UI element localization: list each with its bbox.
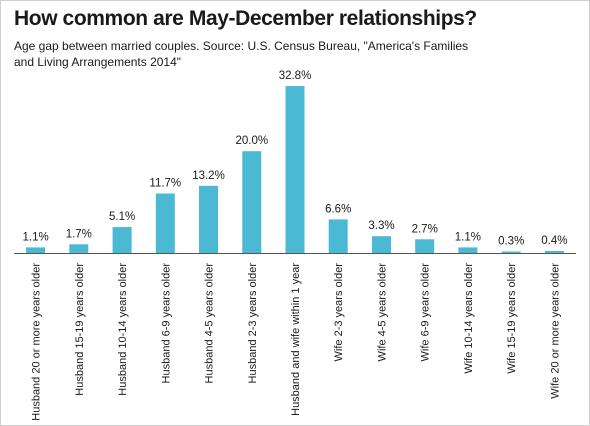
bar — [26, 247, 46, 253]
x-tick-label: Husband 15-19 years older — [74, 263, 86, 396]
data-label: 0.3% — [498, 236, 524, 248]
bar — [285, 86, 305, 253]
data-label: 11.7% — [149, 178, 181, 190]
bar — [544, 251, 564, 253]
x-tick-label: Husband 10-14 years older — [117, 263, 129, 396]
x-tick-label: Husband 20 or more years older — [31, 263, 43, 421]
chart-subtitle: Age gap between married couples. Source:… — [14, 39, 469, 69]
data-label: 5.1% — [109, 211, 135, 223]
x-tick-label: Wife 10-14 years older — [463, 263, 475, 374]
data-label: 1.7% — [66, 228, 92, 240]
x-tick-label: Wife 20 or more years older — [549, 263, 561, 399]
bar — [458, 247, 478, 253]
bar — [242, 151, 262, 253]
bar — [199, 185, 218, 253]
bar — [328, 219, 348, 253]
bar — [501, 251, 521, 253]
data-label: 20.0% — [235, 135, 268, 147]
x-tick-label: Husband 6-9 years older — [160, 263, 172, 384]
data-label: 3.3% — [368, 220, 394, 232]
x-tick-label: Husband 4-5 years older — [204, 263, 216, 384]
data-label: 1.1% — [455, 231, 481, 243]
x-tick-label: Wife 15-19 years older — [506, 263, 518, 374]
chart-title: How common are May-December relationship… — [14, 7, 477, 30]
data-label: 1.1% — [22, 231, 48, 243]
x-tick-label: Wife 4-5 years older — [377, 263, 389, 362]
bar — [69, 244, 89, 253]
bar — [415, 239, 435, 253]
bar — [112, 227, 132, 253]
bar — [372, 236, 391, 253]
data-label: 13.2% — [192, 170, 225, 182]
x-tick-label: Wife 6-9 years older — [420, 263, 432, 362]
bar — [155, 193, 175, 253]
x-tick-label: Husband and wife within 1 year — [290, 263, 302, 416]
x-tick-label: Husband 2-3 years older — [247, 263, 259, 384]
data-label: 6.6% — [325, 203, 351, 215]
x-tick-label: Wife 2-3 years older — [333, 263, 345, 362]
data-label: 32.8% — [279, 70, 312, 82]
data-label: 0.4% — [541, 235, 567, 247]
data-label: 2.7% — [412, 223, 438, 235]
